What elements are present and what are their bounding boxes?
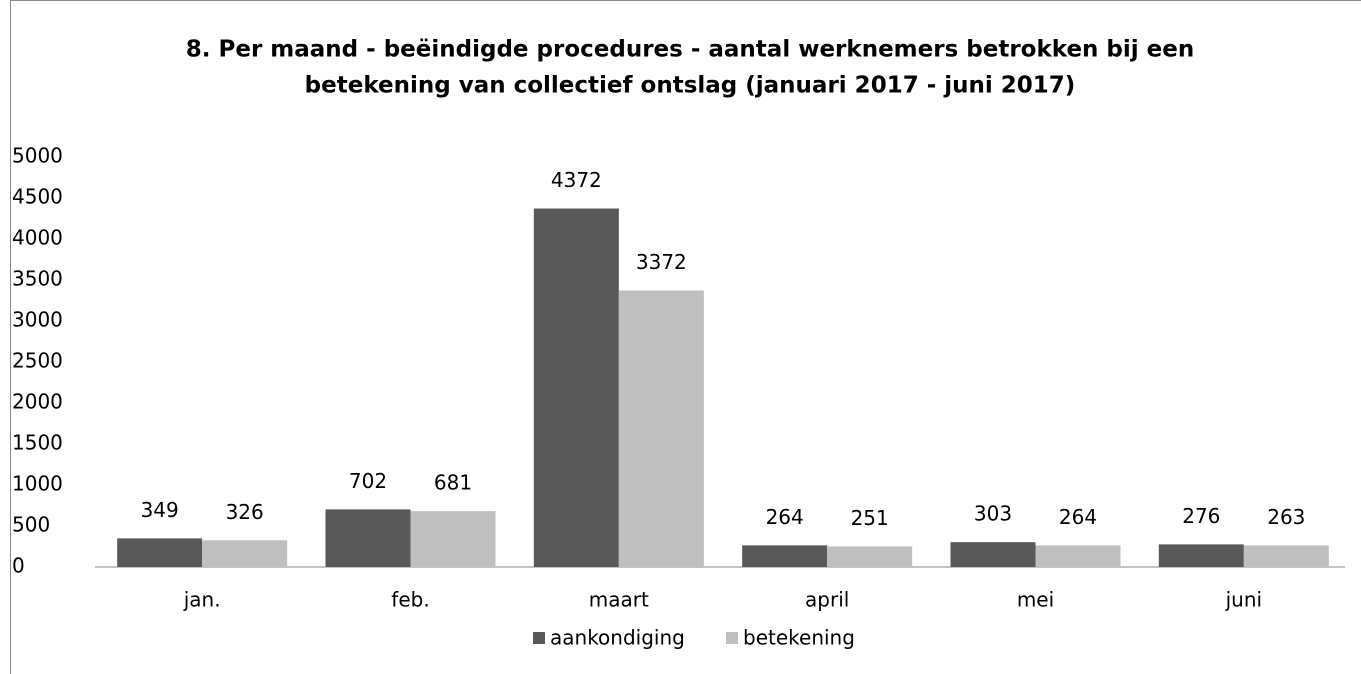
- chart-title: 8. Per maand - beëindigde procedures - a…: [186, 37, 1195, 63]
- legend-label: betekening: [743, 626, 855, 650]
- x-tick-label: april: [805, 588, 849, 612]
- y-tick-label: 500: [12, 513, 50, 537]
- data-label: 681: [434, 471, 472, 495]
- bar: [950, 542, 1036, 567]
- data-label: 276: [1182, 504, 1220, 528]
- x-tick-label: juni: [1225, 588, 1262, 612]
- legend-label: aankondiging: [550, 626, 685, 650]
- chart-title: betekening van collectief ontslag (janua…: [305, 73, 1076, 99]
- y-tick-label: 3000: [12, 308, 63, 332]
- data-label: 264: [1059, 505, 1097, 529]
- legend-swatch: [726, 632, 738, 644]
- x-tick-label: mei: [1017, 588, 1054, 612]
- data-label: 326: [226, 500, 264, 524]
- y-tick-label: 3500: [12, 267, 63, 291]
- y-tick-label: 0: [12, 554, 25, 578]
- x-tick-label: jan.: [183, 588, 221, 612]
- y-tick-label: 5000: [12, 144, 63, 168]
- data-label: 264: [766, 505, 804, 529]
- bar: [202, 540, 288, 567]
- y-tick-label: 4000: [12, 226, 63, 250]
- bar: [1243, 545, 1329, 567]
- y-tick-label: 4500: [12, 185, 63, 209]
- bar: [742, 545, 828, 567]
- data-label: 263: [1267, 505, 1305, 529]
- bar: [325, 509, 411, 567]
- x-tick-label: feb.: [391, 588, 429, 612]
- legend-swatch: [533, 632, 545, 644]
- bar: [533, 208, 619, 567]
- bar: [117, 538, 203, 567]
- bar: [618, 290, 704, 567]
- bar: [827, 546, 913, 567]
- data-label: 349: [141, 498, 179, 522]
- bar: [1158, 544, 1244, 567]
- y-tick-label: 1000: [12, 472, 63, 496]
- bar: [410, 511, 496, 567]
- data-label: 702: [349, 469, 387, 493]
- y-tick-label: 2000: [12, 390, 63, 414]
- data-label: 251: [851, 506, 889, 530]
- y-tick-label: 1500: [12, 431, 63, 455]
- data-label: 303: [974, 502, 1012, 526]
- data-label: 3372: [636, 250, 687, 274]
- bar: [1035, 545, 1121, 567]
- y-tick-label: 2500: [12, 349, 63, 373]
- data-label: 4372: [551, 168, 602, 192]
- x-tick-label: maart: [589, 588, 649, 612]
